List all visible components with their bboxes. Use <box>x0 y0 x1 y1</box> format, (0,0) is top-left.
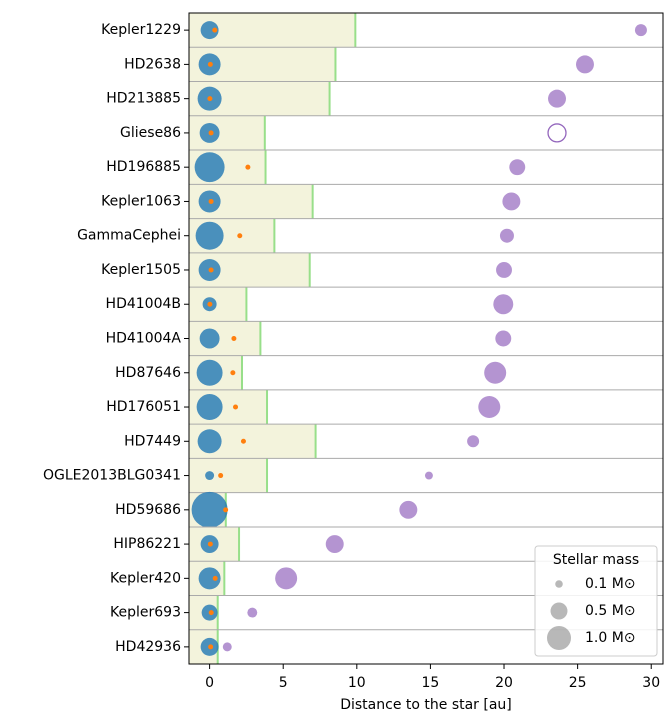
companion-star <box>467 435 480 448</box>
planet <box>212 27 218 33</box>
primary-star <box>197 429 222 454</box>
x-tick-label: 5 <box>279 675 288 691</box>
plot-frame <box>188 12 664 665</box>
y-tick-label: HD41004B <box>106 296 181 312</box>
planet <box>208 644 214 650</box>
planet <box>207 96 213 102</box>
primary-star <box>195 221 224 250</box>
stable-region <box>189 458 268 493</box>
primary-star <box>191 491 228 528</box>
y-tick-label: HD2638 <box>124 56 181 72</box>
companion-star <box>484 361 507 384</box>
planet <box>212 575 218 581</box>
x-tick-label: 0 <box>205 675 214 691</box>
y-tick-label: OGLE2013BLG0341 <box>43 468 181 484</box>
companion-star <box>275 567 298 590</box>
companion-star <box>499 228 514 243</box>
planet <box>208 198 214 204</box>
planet <box>208 130 214 136</box>
companion-star <box>547 123 567 143</box>
primary-star <box>198 567 221 590</box>
planet <box>240 438 246 444</box>
y-tick-label: HD42936 <box>115 639 181 655</box>
y-tick-label: HD7449 <box>124 433 181 449</box>
y-tick-label: GammaCephei <box>77 228 181 244</box>
y-tick-label: Kepler1229 <box>101 22 181 38</box>
y-tick-label: HD87646 <box>115 365 181 381</box>
y-tick-label: HD59686 <box>115 502 181 518</box>
companion-star <box>509 159 526 176</box>
legend-marker <box>555 580 563 588</box>
companion-star <box>495 330 512 347</box>
primary-star <box>196 394 223 421</box>
planet <box>207 301 213 307</box>
planet <box>223 507 229 513</box>
legend-label: 1.0 M⊙ <box>585 630 636 646</box>
x-axis-label: Distance to the star [au] <box>340 697 512 713</box>
y-tick-label: Kepler1505 <box>101 262 181 278</box>
companion-star <box>576 55 594 74</box>
x-tick-label: 15 <box>422 675 440 691</box>
y-tick-label: HD41004A <box>106 331 182 347</box>
y-tick-label: Gliese86 <box>120 125 181 141</box>
stable-region <box>189 287 247 322</box>
y-tick-label: HD176051 <box>106 399 181 415</box>
companion-star <box>222 642 232 652</box>
companion-star <box>502 192 521 211</box>
y-tick-label: Kepler420 <box>110 570 181 586</box>
planet <box>245 164 251 170</box>
planet <box>233 404 239 410</box>
y-tick-label: HD196885 <box>106 159 181 175</box>
planet <box>231 336 237 341</box>
x-tick-label: 30 <box>642 675 660 691</box>
y-tick-label: HD213885 <box>106 91 181 107</box>
companion-star <box>634 24 647 37</box>
primary-star <box>200 21 219 40</box>
primary-star <box>196 359 223 386</box>
companion-star <box>493 294 514 315</box>
primary-star <box>199 328 220 349</box>
x-tick-label: 25 <box>569 675 587 691</box>
y-tick-label: HIP86221 <box>113 536 181 552</box>
legend-title: Stellar mass <box>553 552 639 568</box>
primary-star <box>194 152 225 183</box>
x-tick-label: 20 <box>495 675 513 691</box>
companion-star <box>478 396 501 419</box>
x-tick-label: 10 <box>348 675 366 691</box>
planet <box>207 541 213 547</box>
planet <box>230 370 236 376</box>
companion-star <box>496 262 512 278</box>
legend-label: 0.5 M⊙ <box>585 603 636 619</box>
planet <box>207 61 213 67</box>
primary-star <box>205 471 215 481</box>
legend-marker <box>547 626 571 650</box>
planet <box>208 267 214 273</box>
companion-star <box>424 471 433 480</box>
legend-label: 0.1 M⊙ <box>585 576 636 592</box>
companion-star <box>325 535 344 554</box>
companion-star <box>399 500 418 519</box>
planet <box>218 473 224 479</box>
companion-star <box>548 89 566 108</box>
planet <box>237 233 243 239</box>
y-tick-label: Kepler693 <box>110 605 181 621</box>
y-tick-label: Kepler1063 <box>101 193 181 209</box>
legend-marker <box>550 602 568 620</box>
planet <box>208 610 214 616</box>
companion-star <box>247 607 258 618</box>
